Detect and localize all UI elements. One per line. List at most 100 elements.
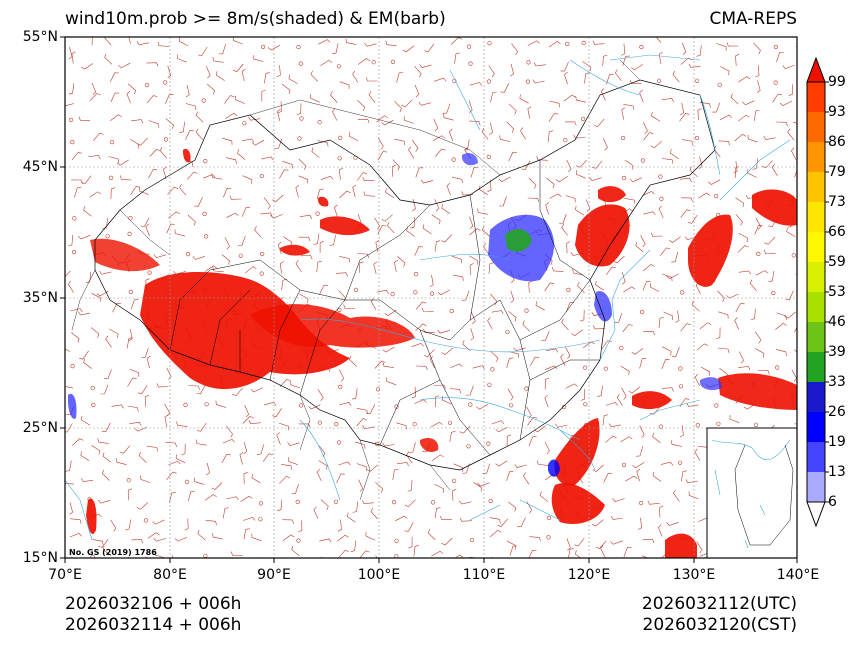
wind-barb <box>547 558 550 570</box>
wind-barb <box>197 46 208 56</box>
wind-barb <box>427 529 436 541</box>
lon-label-130: 130°E <box>672 567 716 583</box>
wind-barb <box>356 418 368 427</box>
wind-barb <box>221 453 231 464</box>
wind-barb <box>392 159 400 171</box>
wind-barb <box>437 329 450 334</box>
wind-barb <box>415 323 427 332</box>
wind-barb <box>565 195 576 203</box>
wind-barb <box>592 519 604 527</box>
wind-barb <box>382 346 395 353</box>
wind-barb <box>423 328 436 334</box>
wind-barb <box>176 421 188 427</box>
wind-barb <box>670 149 679 160</box>
wind-barb <box>661 387 674 392</box>
neighbor-boundaries <box>71 59 641 501</box>
wind-barb <box>91 37 93 46</box>
wind-barb <box>446 182 451 196</box>
wind-barb <box>595 540 607 549</box>
wind-barb <box>659 505 664 518</box>
wind-barb <box>195 439 207 446</box>
wind-barb <box>298 158 307 170</box>
wind-barb <box>68 47 73 60</box>
wind-barb <box>718 311 729 319</box>
wind-barb <box>279 475 291 484</box>
calm-wind-marker <box>204 402 209 407</box>
wind-barb <box>336 473 345 484</box>
wind-barb <box>507 501 517 512</box>
wind-barb <box>499 135 510 142</box>
wind-barb <box>655 37 662 43</box>
wind-barb <box>794 169 797 178</box>
wind-barb <box>482 226 491 237</box>
wind-barb <box>366 404 376 414</box>
wind-barb <box>237 235 246 246</box>
wind-barb <box>631 64 643 71</box>
prob-area-mongolia-blue <box>462 152 478 166</box>
wind-barb <box>600 88 606 101</box>
wind-barb <box>375 239 380 253</box>
wind-barb <box>316 260 322 273</box>
wind-barb <box>407 480 413 492</box>
wind-barb <box>539 491 548 502</box>
wind-barb <box>610 516 624 520</box>
wind-barb <box>514 464 527 468</box>
wind-barb <box>738 76 751 83</box>
colorbar-bin <box>807 232 825 262</box>
cb-label-86: 86 <box>828 134 846 150</box>
wind-barb <box>593 118 605 128</box>
calm-wind-marker <box>295 499 300 505</box>
wind-barb <box>130 299 139 310</box>
colorbar-bin <box>807 172 825 202</box>
wind-barb <box>532 79 545 84</box>
lon-label-70: 70°E <box>48 567 82 583</box>
wind-barb <box>749 279 757 291</box>
wind-barb <box>441 234 452 243</box>
wind-barb <box>434 395 440 408</box>
wind-barb <box>366 464 379 472</box>
wind-barb <box>574 537 585 547</box>
wind-barb <box>215 71 225 81</box>
wind-barb <box>226 212 239 218</box>
wind-barb <box>178 37 189 47</box>
wind-barb <box>454 52 460 64</box>
wind-barb <box>753 42 761 55</box>
calm-wind-marker <box>238 253 243 258</box>
wind-barb <box>490 91 497 103</box>
wind-barb <box>716 43 727 51</box>
wind-barb <box>80 415 91 426</box>
wind-barb <box>408 536 413 549</box>
calm-wind-marker <box>714 194 719 199</box>
wind-barb <box>559 213 567 224</box>
wind-barb <box>623 547 632 557</box>
wind-barb <box>126 337 133 349</box>
wind-barb <box>248 116 261 121</box>
wind-barb <box>462 340 471 351</box>
wind-barb <box>451 255 462 264</box>
wind-barb <box>483 243 490 255</box>
map-title: wind10m.prob >= 8m/s(shaded) & EM(barb) <box>65 9 446 29</box>
wind-barb <box>660 461 674 466</box>
wind-barb <box>83 358 92 369</box>
wind-barb <box>345 38 357 45</box>
wind-barb <box>392 468 399 480</box>
colorbar-bin <box>807 352 825 382</box>
wind-barb <box>316 188 324 200</box>
wind-barb <box>763 249 776 254</box>
wind-barb <box>157 41 170 47</box>
wind-barb <box>414 246 423 256</box>
wind-barb <box>529 536 541 542</box>
wind-barb <box>662 346 672 356</box>
calm-wind-marker <box>640 158 646 163</box>
valid-utc: 2026032112(UTC) <box>641 594 797 614</box>
wind-barb <box>632 462 645 469</box>
wind-barb <box>175 454 186 463</box>
wind-barb <box>81 477 94 482</box>
cb-label-13: 13 <box>828 464 846 480</box>
wind-barb <box>755 331 762 344</box>
wind-barb <box>565 383 578 389</box>
wind-barb <box>93 132 104 141</box>
wind-barb <box>775 323 787 330</box>
wind-barb <box>564 121 577 126</box>
wind-barb <box>612 498 625 502</box>
